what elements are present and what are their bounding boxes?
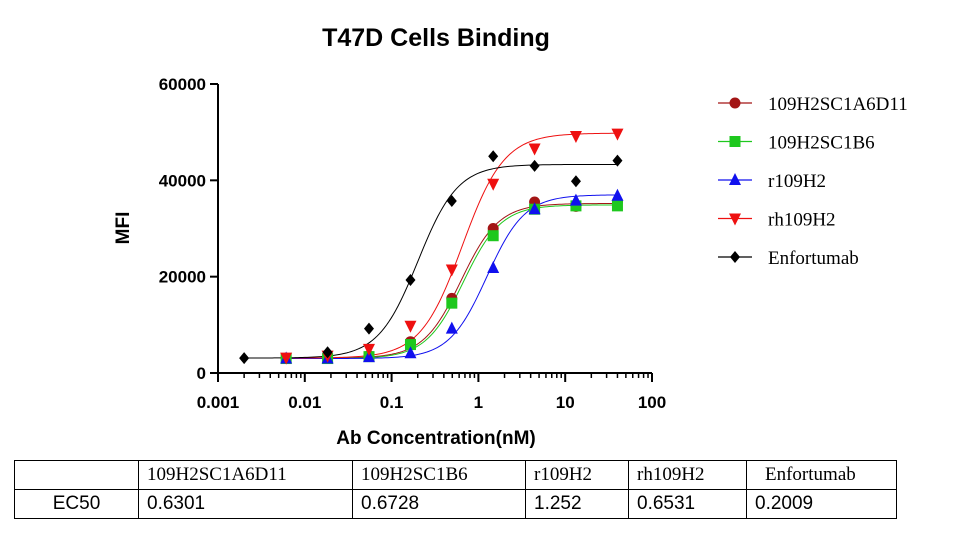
data-point xyxy=(487,178,500,191)
x-tick-label: 10 xyxy=(556,393,575,412)
legend: 109H2SC1A6D11 109H2SC1B6 r109H2 rh109H2 Enfo… xyxy=(718,94,908,269)
ec50-header-cell: 109H2SC1A6D11 xyxy=(138,460,353,490)
data-point xyxy=(445,264,458,277)
ec50-header-cell: Enfortumab xyxy=(746,460,897,490)
x-tick-label: 0.001 xyxy=(197,393,240,412)
data-point xyxy=(404,320,417,333)
data-point xyxy=(529,159,540,172)
ec50-value-cell: 0.6728 xyxy=(352,489,526,519)
data-point xyxy=(487,230,499,242)
data-point xyxy=(611,200,623,212)
data-point xyxy=(570,200,582,212)
data-point xyxy=(528,143,541,156)
legend-marker xyxy=(729,97,741,109)
ec50-value-cell: 0.6531 xyxy=(628,489,747,519)
chart-title: T47D Cells Binding xyxy=(322,24,550,52)
data-point xyxy=(362,343,375,356)
fit-curve xyxy=(286,202,618,359)
ec50-value-cell: 1.252 xyxy=(525,489,629,519)
y-tick-label: 20000 xyxy=(159,268,206,287)
legend-label: rh109H2 xyxy=(768,210,836,231)
ec50-header-cell: r109H2 xyxy=(525,460,629,490)
data-point xyxy=(569,131,582,144)
legend-label: 109H2SC1A6D11 xyxy=(768,94,908,115)
data-point xyxy=(239,352,250,365)
legend-label: r109H2 xyxy=(768,171,826,192)
data-point xyxy=(569,193,582,206)
data-point xyxy=(404,339,416,351)
ec50-value-cell: 0.6301 xyxy=(138,489,353,519)
data-point xyxy=(611,188,624,201)
chart-svg: T47D Cells Binding Ab Concentration(nM) … xyxy=(113,24,908,449)
fit-curve xyxy=(244,163,618,359)
x-tick-label: 1 xyxy=(474,393,483,412)
data-point xyxy=(487,260,500,273)
y-tick-label: 40000 xyxy=(159,171,206,190)
legend-marker xyxy=(730,251,740,263)
data-point xyxy=(446,195,457,208)
x-tick-label: 100 xyxy=(638,393,666,412)
data-point xyxy=(280,352,293,365)
ec50-header-cell: rh109H2 xyxy=(628,460,747,490)
ec50-corner-cell xyxy=(14,460,139,490)
axes: 0 20000 40000 60000 0.001 0.01 0.1 1 10 100 xyxy=(159,75,666,412)
fit-curve xyxy=(286,194,618,360)
ec50-header-row: 109H2SC1A6D11 109H2SC1B6 r109H2 rh109H2 … xyxy=(14,460,897,490)
legend-marker xyxy=(729,173,741,185)
legend-label: 109H2SC1B6 xyxy=(768,133,875,154)
ec50-value-row: EC50 0.6301 0.6728 1.252 0.6531 0.2009 xyxy=(14,489,897,519)
data-point xyxy=(405,274,416,287)
ec50-value-cell: 0.2009 xyxy=(746,489,897,519)
y-tick-label: 60000 xyxy=(159,75,206,94)
data-point xyxy=(445,321,458,334)
x-tick-label: 0.01 xyxy=(288,393,321,412)
y-tick-label: 0 xyxy=(197,364,206,383)
legend-marker xyxy=(729,213,741,226)
x-tick-label: 0.1 xyxy=(380,393,404,412)
data-point xyxy=(611,128,624,141)
legend-marker xyxy=(729,136,741,147)
data-point xyxy=(612,154,623,167)
ec50-row-label: EC50 xyxy=(14,489,139,519)
y-axis-label: MFI xyxy=(113,212,134,245)
data-point xyxy=(528,202,541,215)
data-point xyxy=(322,346,333,359)
fit-curve xyxy=(286,204,618,360)
data-point xyxy=(488,150,499,163)
data-point xyxy=(362,350,375,363)
fit-curves xyxy=(244,132,618,360)
ec50-header-cell: 109H2SC1B6 xyxy=(352,460,526,490)
legend-label: Enfortumab xyxy=(768,248,859,269)
x-axis-label: Ab Concentration(nM) xyxy=(336,428,535,449)
data-point xyxy=(446,297,458,309)
data-point xyxy=(404,346,417,359)
ec50-table: 109H2SC1A6D11 109H2SC1B6 r109H2 rh109H2 … xyxy=(14,460,897,519)
data-point xyxy=(363,322,374,335)
data-points xyxy=(239,128,624,365)
data-point xyxy=(570,175,581,188)
